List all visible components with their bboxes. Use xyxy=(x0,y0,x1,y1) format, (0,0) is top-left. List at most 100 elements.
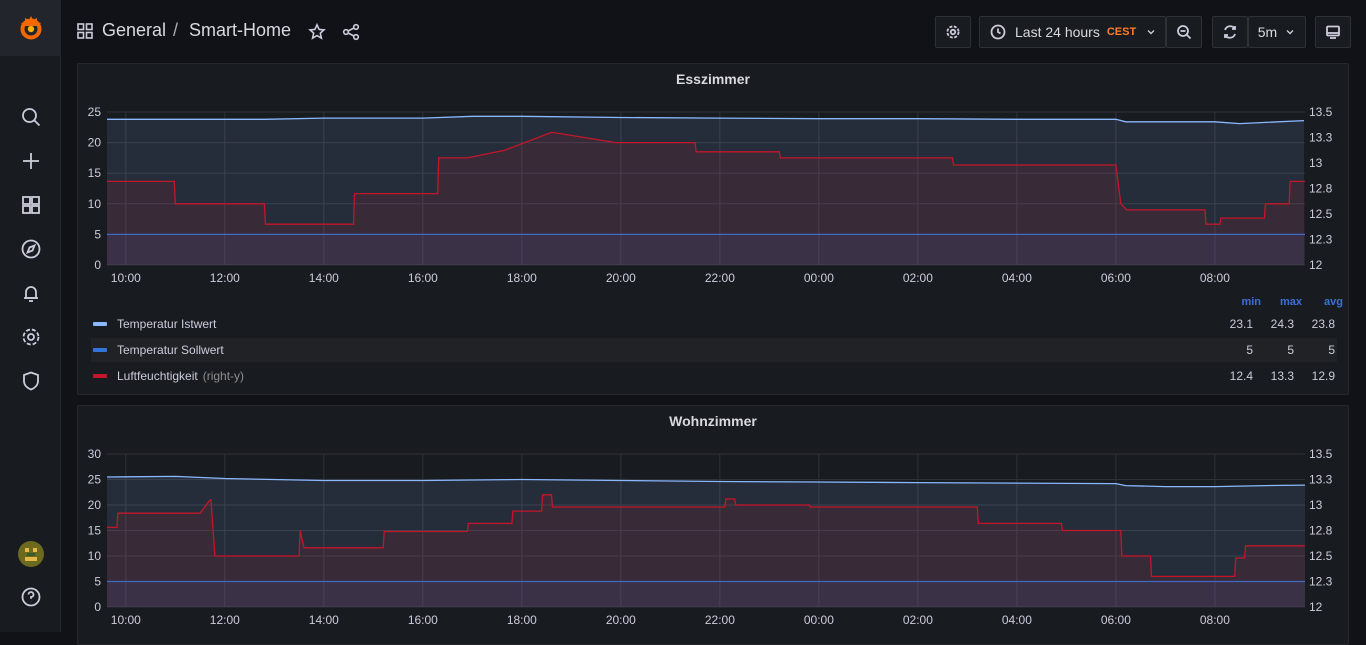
x-tick-label: 10:00 xyxy=(111,613,141,627)
page-title[interactable]: Smart-Home xyxy=(189,20,292,40)
legend-swatch[interactable] xyxy=(93,322,107,326)
legend-axis-hint: (right-y) xyxy=(202,369,245,383)
chevron-down-icon xyxy=(1286,30,1294,35)
legend-swatch[interactable] xyxy=(93,374,107,378)
timezone-label: CEST xyxy=(1106,26,1137,38)
x-tick-label: 12:00 xyxy=(210,613,240,627)
series-line xyxy=(106,475,1306,488)
search-icon[interactable] xyxy=(18,104,44,130)
y-tick-label: 20 xyxy=(88,136,102,150)
legend-label[interactable]: Luftfeuchtigkeit xyxy=(117,369,198,383)
refresh-interval-label: 5m xyxy=(1257,24,1278,40)
zoom-out-button[interactable] xyxy=(1166,16,1202,48)
series-line xyxy=(107,494,1305,578)
gear-icon xyxy=(946,25,960,39)
y-tick-label: 25 xyxy=(88,105,102,119)
x-tick-label: 18:00 xyxy=(507,613,537,627)
legend-avg: 5 xyxy=(1328,343,1335,357)
x-tick-label: 12:00 xyxy=(210,271,240,285)
y2-tick-label: 12 xyxy=(1309,258,1323,272)
tv-mode-button[interactable] xyxy=(1315,16,1351,48)
legend-swatch[interactable] xyxy=(93,348,107,352)
x-tick-label: 14:00 xyxy=(309,613,339,627)
breadcrumb-folder[interactable]: General xyxy=(102,20,167,40)
monitor-icon xyxy=(1326,25,1340,39)
x-tick-label: 14:00 xyxy=(309,271,339,285)
series-fill xyxy=(107,476,1305,607)
chevron-down-icon xyxy=(1147,30,1155,35)
dashboard-settings-button[interactable] xyxy=(935,16,971,48)
plus-icon[interactable] xyxy=(18,148,44,174)
time-picker-button[interactable]: Last 24 hours CEST xyxy=(979,16,1166,48)
refresh-interval-picker[interactable]: 5m xyxy=(1248,16,1306,48)
y2-tick-label: 13 xyxy=(1309,156,1323,170)
avatar[interactable] xyxy=(18,541,44,567)
star-icon[interactable] xyxy=(308,22,326,46)
refresh-icon xyxy=(1224,25,1236,39)
x-tick-label: 22:00 xyxy=(705,613,735,627)
x-tick-label: 04:00 xyxy=(1002,271,1032,285)
y2-tick-label: 12.8 xyxy=(1309,524,1333,538)
x-tick-label: 16:00 xyxy=(408,271,438,285)
help-icon[interactable] xyxy=(18,584,44,610)
time-range-label: Last 24 hours xyxy=(1015,24,1100,40)
x-tick-label: 20:00 xyxy=(606,613,636,627)
y2-tick-label: 12 xyxy=(1309,600,1323,614)
x-tick-label: 16:00 xyxy=(408,613,438,627)
refresh-button[interactable] xyxy=(1212,16,1248,48)
shield-icon[interactable] xyxy=(18,368,44,394)
legend-label[interactable]: Temperatur Sollwert xyxy=(117,343,224,357)
dashboard-grid-icon xyxy=(76,22,96,42)
x-tick-label: 06:00 xyxy=(1101,613,1131,627)
x-tick-label: 20:00 xyxy=(606,271,636,285)
panel-title[interactable]: Wohnzimmer xyxy=(669,413,757,429)
y-tick-label: 15 xyxy=(88,524,102,538)
clock-icon xyxy=(990,24,1006,40)
alerting-icon[interactable] xyxy=(18,280,44,306)
legend-header-avg[interactable]: avg xyxy=(1324,296,1343,308)
y2-tick-label: 13 xyxy=(1309,498,1323,512)
legend-header-min[interactable]: min xyxy=(1241,296,1261,308)
legend-min: 5 xyxy=(1246,343,1253,357)
y2-tick-label: 12.3 xyxy=(1309,233,1333,247)
grafana-logo-icon xyxy=(20,16,41,40)
y-tick-label: 5 xyxy=(94,575,101,589)
legend-row: Temperatur Sollwert 5 5 5 xyxy=(91,338,1337,362)
legend-max: 13.3 xyxy=(1270,369,1294,383)
x-tick-label: 02:00 xyxy=(903,613,933,627)
legend-row: Temperatur Istwert 23.1 24.3 23.8 xyxy=(91,312,1337,336)
x-tick-label: 22:00 xyxy=(705,271,735,285)
series-fill xyxy=(107,494,1305,607)
y2-tick-label: 12.5 xyxy=(1309,549,1333,563)
panel-title[interactable]: Esszimmer xyxy=(676,71,750,87)
y-tick-label: 20 xyxy=(88,498,102,512)
timeseries-chart[interactable]: 0 5 10 15 20 25 12 12.3 12.5 12.8 13 13.3 13.5 10:00 1… xyxy=(78,64,1348,294)
series-line xyxy=(107,131,1305,225)
x-tick-label: 00:00 xyxy=(804,271,834,285)
timeseries-chart[interactable]: 0 5 10 15 20 25 30 12 12.3 12.5 12.8 13 13.3 13.5 10:0… xyxy=(78,406,1348,636)
y-tick-label: 15 xyxy=(88,166,102,180)
y2-tick-label: 13.5 xyxy=(1309,447,1333,461)
legend-header-max[interactable]: max xyxy=(1279,296,1302,308)
dashboards-icon[interactable] xyxy=(18,192,44,218)
legend-min: 23.1 xyxy=(1229,317,1253,331)
y2-tick-label: 12.5 xyxy=(1309,207,1333,221)
x-tick-label: 00:00 xyxy=(804,613,834,627)
x-tick-label: 08:00 xyxy=(1200,271,1230,285)
y-tick-label: 0 xyxy=(94,600,101,614)
configuration-icon[interactable] xyxy=(18,324,44,350)
y-tick-label: 10 xyxy=(88,197,102,211)
series-fill xyxy=(107,116,1304,265)
legend-label[interactable]: Temperatur Istwert xyxy=(117,317,217,331)
legend-max: 5 xyxy=(1287,343,1294,357)
zoom-out-icon xyxy=(1177,25,1192,40)
explore-icon[interactable] xyxy=(18,236,44,262)
x-tick-label: 02:00 xyxy=(903,271,933,285)
y-tick-label: 0 xyxy=(94,258,101,272)
legend-min: 12.4 xyxy=(1229,369,1253,383)
grafana-logo[interactable] xyxy=(0,0,61,56)
y2-tick-label: 13.3 xyxy=(1309,473,1333,487)
share-icon[interactable] xyxy=(342,23,360,46)
y2-tick-label: 13.3 xyxy=(1309,131,1333,145)
panel-esszimmer: Esszimmer 0 5 10 15 20 25 12 12.3 12.5 12.8 13 13.3… xyxy=(77,63,1349,395)
